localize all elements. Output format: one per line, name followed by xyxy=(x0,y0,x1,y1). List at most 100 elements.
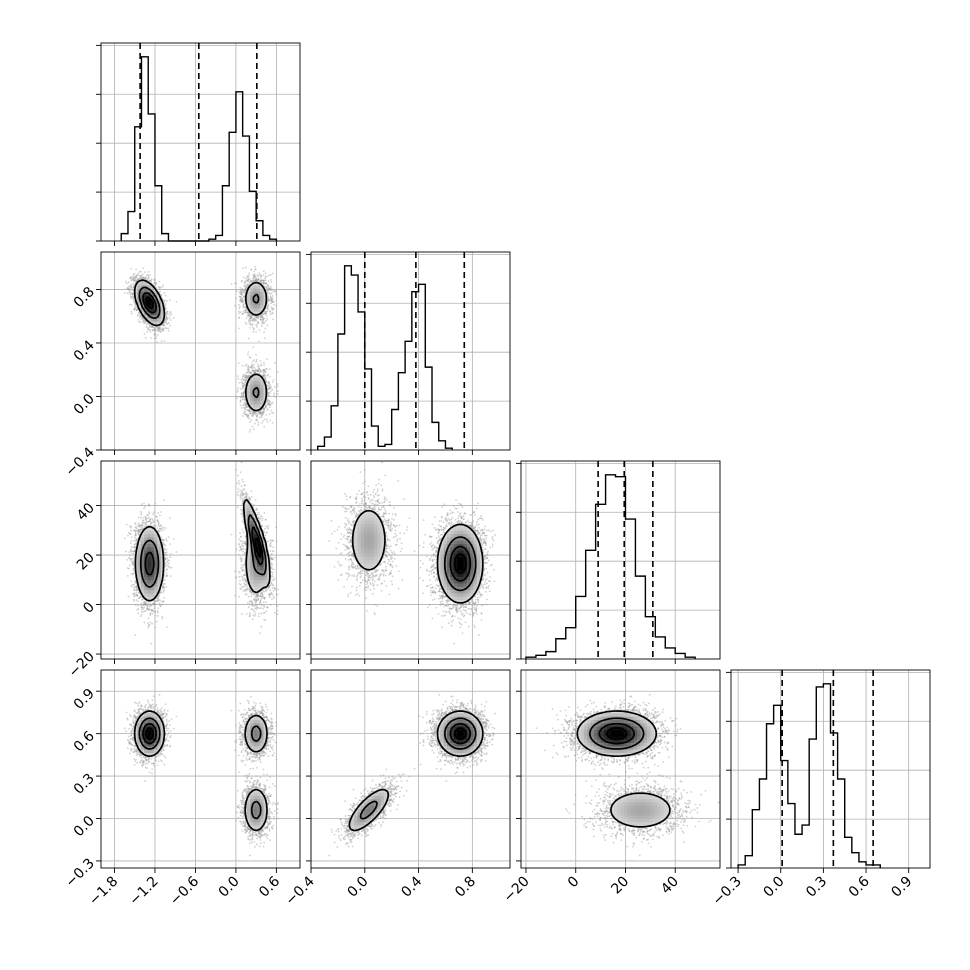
sample-point xyxy=(257,369,259,372)
panel-3-3: −0.3 0.0 0.3 0.6 0.9 xyxy=(710,669,931,909)
sample-point xyxy=(260,413,262,415)
sample-point xyxy=(253,369,256,372)
sample-point xyxy=(244,287,247,290)
sample-point xyxy=(252,330,255,333)
sample-point xyxy=(241,382,244,385)
sample-point xyxy=(247,374,250,377)
sample-point xyxy=(258,365,260,368)
sample-point xyxy=(165,316,168,319)
sample-point xyxy=(158,286,161,289)
sample-point xyxy=(244,280,246,283)
sample-point xyxy=(169,310,172,313)
sample-point xyxy=(137,278,140,280)
sample-point xyxy=(266,409,269,411)
sample-point xyxy=(144,320,147,323)
sample-point xyxy=(166,310,169,313)
sample-point xyxy=(130,279,133,282)
sample-point xyxy=(264,374,266,377)
tick-label-x: 0.9 xyxy=(888,874,915,901)
sample-point xyxy=(134,302,136,305)
sample-point xyxy=(130,295,133,298)
sample-point xyxy=(242,375,245,378)
sample-point xyxy=(135,309,138,312)
sample-point xyxy=(161,329,164,332)
sample-point xyxy=(261,314,264,317)
sample-point xyxy=(251,365,254,367)
sample-point xyxy=(246,371,248,374)
sample-point xyxy=(132,289,135,292)
sample-point xyxy=(263,279,266,282)
sample-point xyxy=(264,404,267,407)
sample-point xyxy=(266,403,269,406)
sample-point xyxy=(267,399,270,402)
panel-2-2 xyxy=(516,460,721,664)
sample-point xyxy=(154,284,157,286)
sample-point xyxy=(135,280,138,282)
sample-point xyxy=(264,405,267,408)
sample-point xyxy=(126,287,129,289)
sample-point xyxy=(267,402,270,405)
sample-point xyxy=(236,391,239,393)
sample-point xyxy=(246,366,249,368)
sample-point xyxy=(249,372,252,375)
sample-point xyxy=(159,328,162,330)
sample-point xyxy=(139,320,142,323)
sample-point xyxy=(262,411,265,413)
sample-point xyxy=(236,375,239,378)
panel-1-1 xyxy=(306,251,511,455)
sample-point xyxy=(164,299,167,302)
sample-point xyxy=(244,266,247,269)
sample-point xyxy=(249,412,252,415)
tick-label-y: 0.4 xyxy=(71,337,98,364)
sample-point xyxy=(240,296,243,299)
sample-point xyxy=(242,384,244,387)
sample-point xyxy=(259,368,262,371)
sample-point xyxy=(271,308,274,311)
sample-point xyxy=(255,370,258,372)
sample-point xyxy=(266,408,269,411)
sample-point xyxy=(153,281,156,284)
sample-point xyxy=(164,294,167,297)
sample-point xyxy=(243,403,246,406)
sample-point xyxy=(140,276,143,279)
sample-point xyxy=(270,299,273,302)
sample-point xyxy=(268,292,271,295)
sample-point xyxy=(151,326,153,328)
sample-point xyxy=(138,270,141,273)
sample-point xyxy=(255,315,258,318)
sample-point xyxy=(249,282,251,285)
sample-point xyxy=(254,412,257,414)
sample-point xyxy=(265,406,268,409)
sample-point xyxy=(163,291,166,294)
sample-point xyxy=(276,393,279,396)
sample-point xyxy=(250,366,253,369)
sample-point xyxy=(134,276,137,279)
sample-point xyxy=(261,413,264,415)
sample-point xyxy=(149,280,152,282)
sample-point xyxy=(245,406,248,408)
sample-point xyxy=(130,267,132,270)
sample-point xyxy=(266,418,268,421)
sample-point xyxy=(130,276,133,278)
sample-point xyxy=(148,279,151,282)
sample-point xyxy=(258,411,261,414)
sample-point xyxy=(243,388,246,390)
sample-point xyxy=(266,374,269,377)
sample-point xyxy=(150,324,153,327)
sample-point xyxy=(130,312,133,315)
sample-point xyxy=(130,287,133,290)
sample-point xyxy=(165,311,168,314)
sample-point xyxy=(148,329,151,331)
sample-point xyxy=(271,300,274,303)
sample-point xyxy=(263,425,266,428)
sample-point xyxy=(241,415,244,417)
sample-point xyxy=(130,296,132,299)
sample-point xyxy=(258,416,261,419)
sample-point xyxy=(247,368,250,371)
sample-point xyxy=(242,385,245,388)
sample-point xyxy=(249,320,251,323)
sample-point xyxy=(162,327,164,329)
sample-point xyxy=(243,407,246,410)
sample-point xyxy=(246,405,249,408)
